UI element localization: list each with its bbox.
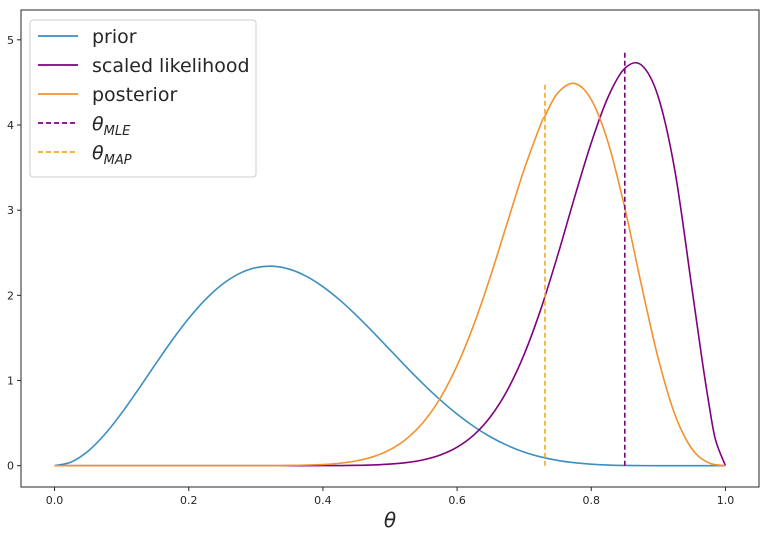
legend-label-subscript: MLE	[104, 124, 131, 139]
legend-label: scaled likelihood	[92, 55, 250, 77]
x-axis-label: θ	[384, 508, 396, 532]
legend-label: θMLE	[92, 113, 131, 139]
legend-label-base: scaled likelihood	[92, 55, 250, 77]
x-axis: 0.0 0.2 0.4 0.6 0.8 1.0	[46, 487, 734, 507]
series-posterior-line	[54, 82, 726, 467]
legend-label: posterior	[92, 84, 177, 106]
legend-label: prior	[92, 26, 137, 48]
y-tick-label: 5	[7, 34, 14, 47]
x-tick-label: 0.8	[583, 494, 601, 507]
x-tick-label: 0.6	[448, 494, 466, 507]
legend-label-subscript: MAP	[104, 153, 132, 168]
y-tick-label: 0	[7, 460, 14, 473]
series-prior-line	[54, 265, 726, 467]
y-tick-label: 3	[7, 204, 14, 217]
x-tick-label: 0.4	[314, 494, 332, 507]
y-axis: 0 1 2 3 4 5	[7, 34, 21, 473]
series-scaled-likelihood-line	[54, 61, 727, 467]
series-layer	[54, 50, 727, 467]
x-tick-label: 1.0	[717, 494, 735, 507]
x-tick-label: 0.0	[46, 494, 64, 507]
y-tick-label: 2	[7, 289, 14, 302]
legend-label-base: θ	[92, 142, 104, 164]
y-tick-label: 1	[7, 375, 14, 388]
legend-label-base: θ	[92, 113, 104, 135]
legend-label: θMAP	[92, 142, 132, 168]
legend-label-base: prior	[92, 26, 137, 48]
x-tick-label: 0.2	[180, 494, 198, 507]
y-tick-label: 4	[7, 119, 14, 132]
legend-label-base: posterior	[92, 84, 177, 106]
legend-box	[29, 19, 257, 178]
